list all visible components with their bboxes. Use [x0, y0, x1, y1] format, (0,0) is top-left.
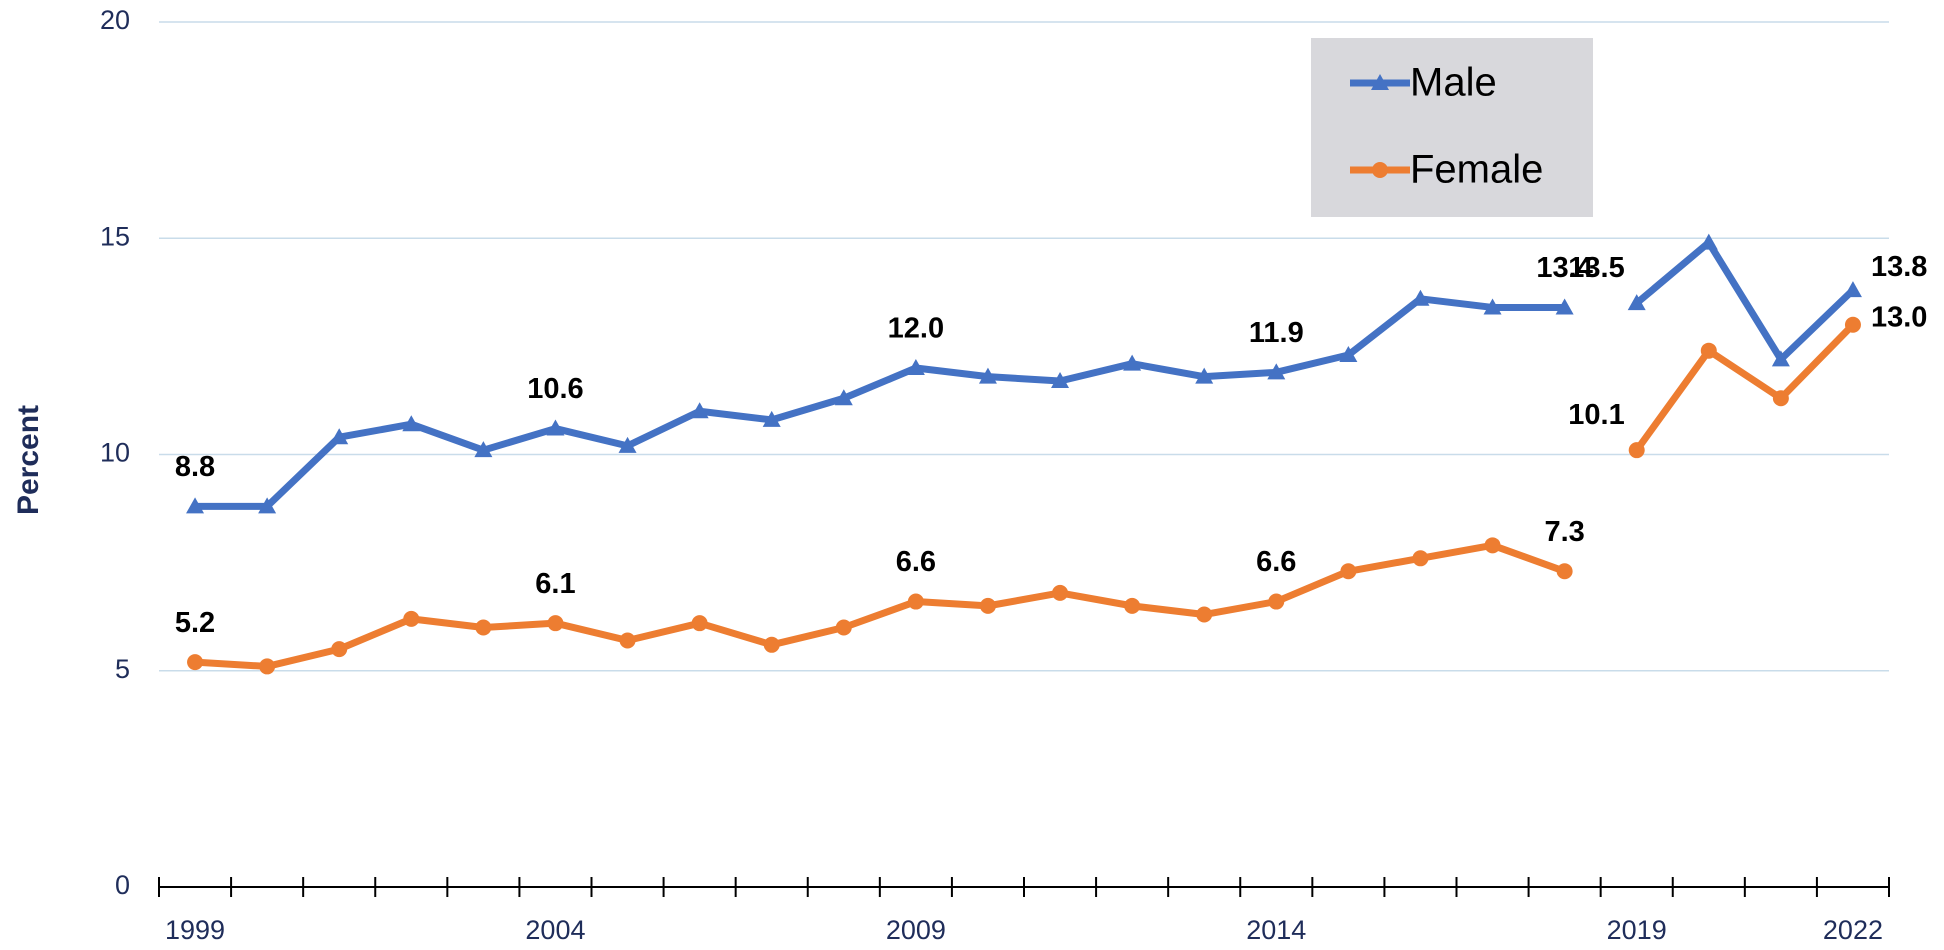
x-tick-label: 2014 — [1246, 915, 1306, 945]
marker — [546, 419, 565, 436]
data-label: 7.3 — [1544, 516, 1584, 548]
marker — [906, 359, 925, 375]
marker — [1843, 281, 1862, 298]
data-label: 10.6 — [527, 373, 583, 405]
data-label: 13.5 — [1568, 252, 1624, 284]
marker — [1555, 298, 1574, 315]
marker — [1412, 550, 1429, 567]
x-tick-label: 2009 — [886, 915, 946, 945]
marker — [763, 636, 780, 653]
data-label: 6.1 — [535, 568, 575, 600]
x-tick-label: 2019 — [1607, 915, 1667, 945]
series-line — [1633, 322, 1856, 453]
marker — [1699, 233, 1718, 250]
x-tick-label: 2022 — [1823, 915, 1883, 945]
y-tick-label: 15 — [100, 221, 130, 251]
data-label: 6.6 — [1256, 546, 1296, 578]
series-line — [1634, 239, 1856, 363]
marker — [1411, 289, 1430, 306]
data-label: 13.0 — [1871, 301, 1927, 333]
series-line — [195, 295, 1565, 510]
data-label: 6.6 — [896, 546, 936, 578]
legend: Male Female — [1311, 38, 1593, 217]
y-tick-label: 20 — [100, 5, 130, 35]
marker — [547, 615, 564, 632]
marker — [979, 597, 996, 614]
data-label: 13.4 — [1536, 252, 1592, 284]
marker — [834, 389, 853, 406]
data-label: 12.0 — [888, 313, 944, 345]
y-axis-title: Percent — [12, 405, 45, 515]
marker — [475, 619, 492, 636]
marker — [1124, 597, 1141, 614]
legend-box — [1311, 38, 1593, 217]
series-line — [194, 541, 1566, 670]
marker — [1123, 354, 1142, 371]
marker — [1627, 294, 1646, 311]
marker — [1700, 342, 1717, 359]
marker — [187, 654, 204, 671]
data-label: 10.1 — [1568, 399, 1624, 431]
marker — [1483, 298, 1502, 315]
y-tick-label: 0 — [115, 870, 130, 900]
marker — [907, 593, 924, 610]
marker — [762, 410, 781, 427]
marker — [1051, 371, 1070, 388]
marker — [1484, 537, 1501, 554]
data-label: 5.2 — [175, 607, 215, 639]
marker — [402, 415, 421, 432]
x-tick-label: 2004 — [525, 915, 585, 945]
marker — [330, 428, 349, 445]
marker — [1195, 367, 1214, 384]
marker — [258, 497, 277, 514]
marker — [618, 436, 637, 453]
marker — [1340, 563, 1357, 580]
marker — [1628, 442, 1645, 459]
legend-label: Male — [1410, 61, 1497, 105]
marker — [1772, 390, 1789, 407]
marker — [1339, 346, 1358, 363]
marker — [1196, 606, 1213, 623]
data-label: 13.8 — [1871, 251, 1927, 283]
marker — [1844, 316, 1861, 333]
x-tick-label: 1999 — [165, 915, 225, 945]
marker — [403, 610, 420, 627]
marker — [619, 632, 636, 649]
marker — [690, 402, 709, 419]
data-label: 11.9 — [1249, 317, 1304, 349]
marker — [691, 615, 708, 632]
legend-label: Female — [1410, 148, 1543, 192]
marker — [1267, 363, 1286, 380]
marker — [474, 441, 493, 458]
marker — [186, 497, 205, 514]
data-label: 8.8 — [175, 451, 215, 483]
legend-marker — [1371, 74, 1389, 90]
y-tick-label: 5 — [115, 654, 130, 684]
y-tick-label: 10 — [100, 438, 130, 468]
marker — [1556, 563, 1573, 580]
marker — [1268, 593, 1285, 610]
marker — [835, 619, 852, 636]
marker — [331, 641, 348, 658]
marker — [978, 367, 997, 384]
marker — [1052, 584, 1069, 601]
legend-marker — [1372, 162, 1388, 178]
marker — [259, 658, 276, 675]
marker — [1771, 350, 1790, 367]
